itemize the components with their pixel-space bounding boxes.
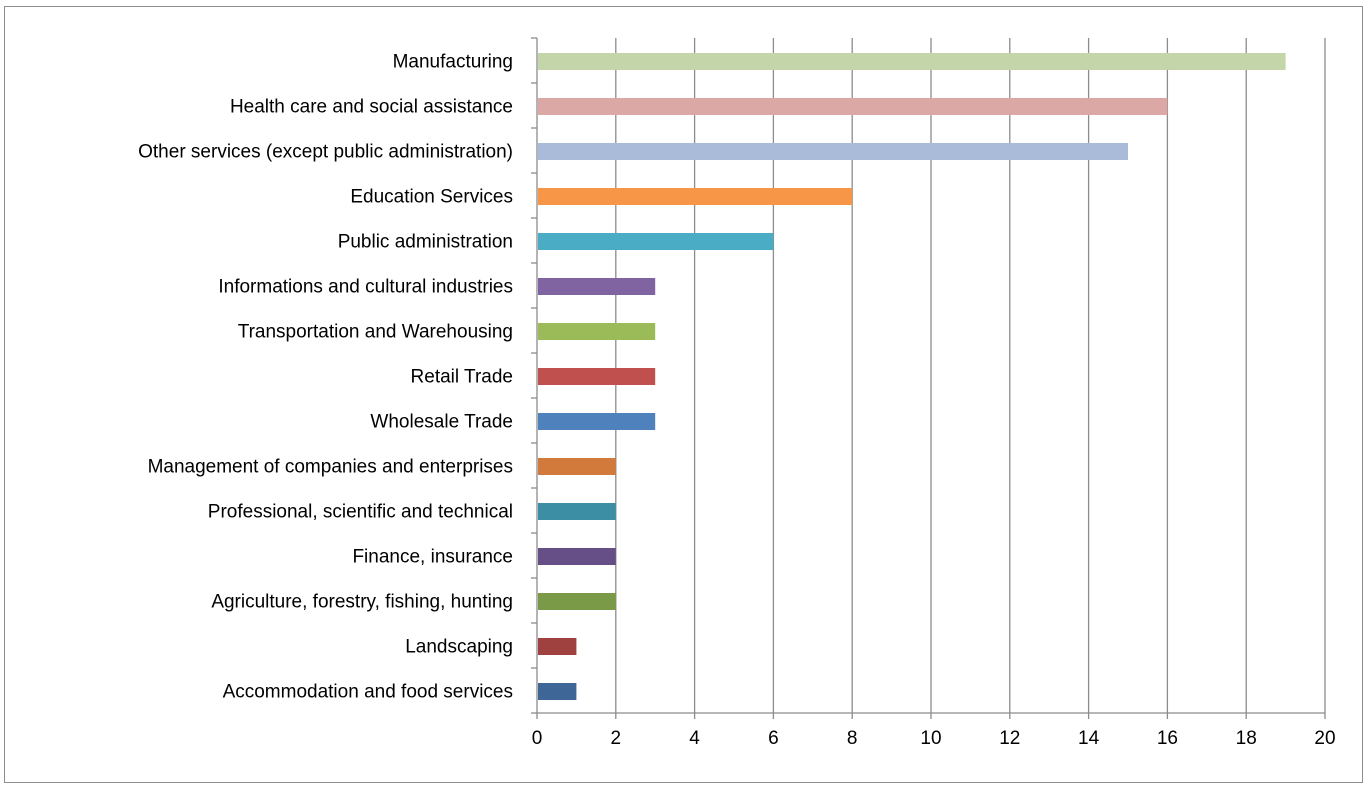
x-tick-label: 8 [847, 728, 858, 749]
x-tick-label: 10 [920, 728, 941, 749]
category-label: Public administration [338, 232, 513, 253]
bar [538, 98, 1168, 115]
x-tick-label: 16 [1157, 728, 1178, 749]
x-tick-label: 4 [689, 728, 700, 749]
bar-chart: Manufacturing Health care and social assi… [138, 37, 1336, 749]
gridlines [615, 38, 1326, 713]
category-label: Accommodation and food services [223, 682, 513, 703]
bar [538, 413, 656, 430]
x-tick-label: 12 [999, 728, 1020, 749]
bar [538, 368, 656, 385]
category-label: Professional, scientific and technical [208, 502, 513, 523]
bar [538, 638, 577, 655]
category-label: Informations and cultural industries [218, 277, 513, 298]
category-label: Other services (except public administra… [138, 142, 513, 163]
bars [538, 53, 1286, 700]
x-tick-label: 14 [1078, 728, 1100, 749]
category-label: Landscaping [405, 637, 513, 658]
bar [538, 188, 853, 205]
bar [538, 53, 1286, 70]
category-label: Transportation and Warehousing [238, 322, 513, 343]
category-label: Manufacturing [393, 52, 513, 73]
x-tick-label: 6 [768, 728, 779, 749]
category-label: Management of companies and enterprises [148, 457, 513, 478]
x-tick-label: 18 [1236, 728, 1257, 749]
x-tick-label: 20 [1314, 728, 1335, 749]
bar [538, 503, 616, 520]
chart-area: Manufacturing Health care and social assi… [4, 6, 1363, 783]
category-labels: Manufacturing Health care and social assi… [138, 52, 513, 703]
bar [538, 323, 656, 340]
category-label: Finance, insurance [352, 547, 513, 568]
bar [538, 278, 656, 295]
axes [531, 37, 1326, 719]
category-label: Education Services [350, 187, 513, 208]
category-label: Health care and social assistance [230, 97, 513, 118]
bar [538, 683, 577, 700]
category-label: Retail Trade [411, 367, 513, 388]
bar [538, 233, 774, 250]
x-tick-labels: 0 2 4 6 8 10 12 14 16 18 20 [532, 728, 1336, 749]
x-tick-label: 2 [611, 728, 622, 749]
x-tick-label: 0 [532, 728, 543, 749]
bar [538, 593, 616, 610]
bar [538, 548, 616, 565]
bar [538, 143, 1128, 160]
category-label: Agriculture, forestry, fishing, hunting [211, 592, 513, 613]
bar [538, 458, 616, 475]
category-label: Wholesale Trade [370, 412, 513, 433]
